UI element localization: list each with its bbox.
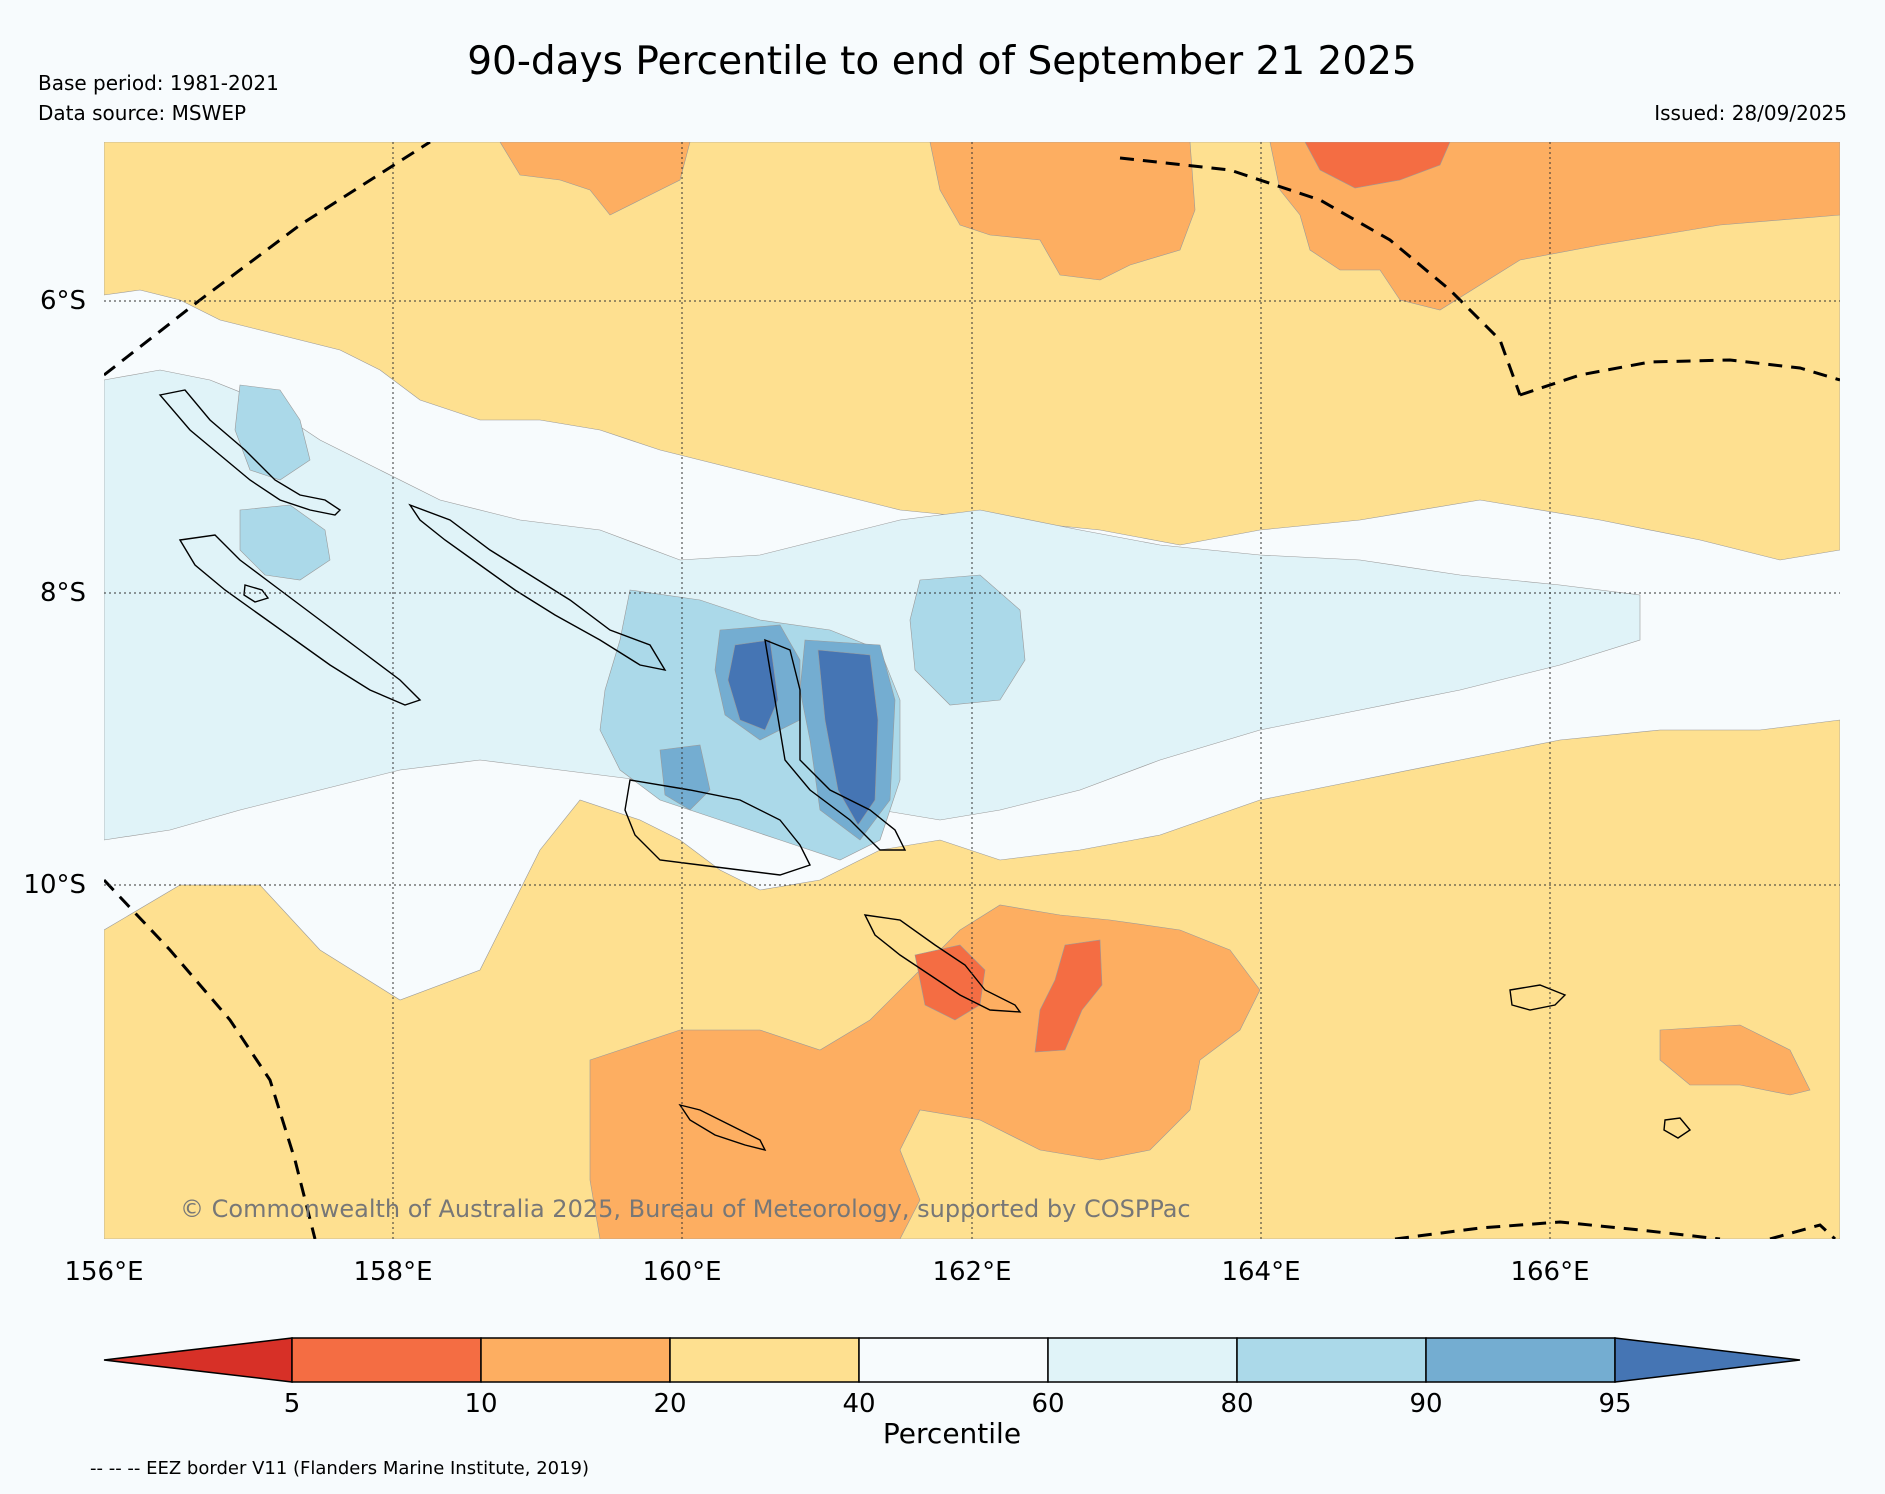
region-east-80-90: [909, 574, 1026, 706]
coastline-rennell: [678, 1103, 767, 1152]
lon-label-164e: 164°E: [1221, 1257, 1300, 1287]
data-source: Data source: MSWEP: [38, 101, 246, 125]
map-area: © Commonwealth of Australia 2025, Bureau…: [104, 142, 1840, 1239]
coastline-makira: [863, 914, 1022, 1013]
colorbar-tick-5: 5: [284, 1389, 301, 1419]
coastline-choiseul: [158, 389, 342, 516]
colorbar-segment-10-20: [480, 1337, 671, 1383]
region-south-5-10-b: [1034, 939, 1103, 1053]
colorbar-segment-80-90: [1236, 1337, 1427, 1383]
lon-label-158e: 158°E: [353, 1257, 432, 1287]
coastline-santa-cruz: [1509, 984, 1567, 1011]
colorbar-label: Percentile: [883, 1417, 1021, 1450]
region-central3-90-95: [659, 744, 711, 811]
region-north-10-20-a: [929, 142, 1196, 281]
colorbar-segment-60-80: [1047, 1337, 1238, 1383]
colorbar-tick-60: 60: [1031, 1389, 1064, 1419]
eez-north-east: [1119, 156, 1522, 396]
base-period: Base period: 1981-2021: [38, 71, 279, 95]
region-central2-gt95: [817, 649, 879, 826]
colorbar: 5 10 20 40 60 80 90 95 Percentile: [103, 1337, 1801, 1450]
colorbar-segment-40-60: [858, 1337, 1049, 1383]
issued-date: Issued: 28/09/2025: [1654, 101, 1847, 125]
region-central-gt95: [727, 639, 779, 731]
eez-south-east-2: [1769, 1223, 1837, 1239]
eez-legend-note: -- -- -- EEZ border V11 (Flanders Marine…: [90, 1458, 589, 1479]
colorbar-tick-10: 10: [464, 1389, 497, 1419]
eez-south-west: [104, 878, 317, 1239]
colorbar-segment-gt95: [1614, 1337, 1801, 1383]
colorbar-tick-20: 20: [653, 1389, 686, 1419]
lon-label-156e: 156°E: [64, 1257, 143, 1287]
region-west2-80-90: [239, 504, 331, 581]
region-north-10-20-b: [1269, 142, 1840, 311]
colorbar-tick-95: 95: [1598, 1389, 1631, 1419]
lon-label-162e: 162°E: [932, 1257, 1011, 1287]
gridlines: [104, 142, 1840, 1239]
colorbar-tick-80: 80: [1220, 1389, 1253, 1419]
colorbar-tick-90: 90: [1409, 1389, 1442, 1419]
coastline-santa-isabel: [408, 503, 667, 671]
lat-label-6s: 6°S: [40, 286, 86, 316]
region-west-80-90: [234, 384, 311, 481]
coastline-malaita: [764, 638, 907, 851]
eez-north-west: [104, 142, 431, 377]
lon-label-166e: 166°E: [1510, 1257, 1589, 1287]
coastline-guadalcanal: [624, 779, 811, 876]
eez-borders: [104, 142, 1840, 1239]
region-north-10-20-c: [499, 142, 691, 216]
colorbar-tick-40: 40: [842, 1389, 875, 1419]
region-central-60-80: [104, 369, 1641, 841]
coastline-new-georgia: [178, 534, 422, 706]
copyright-notice: © Commonwealth of Australia 2025, Bureau…: [180, 1195, 1191, 1223]
eez-east: [1519, 358, 1840, 397]
lat-label-8s: 8°S: [40, 578, 86, 608]
colorbar-segment-5-10: [291, 1337, 482, 1383]
eez-south-east: [1394, 1220, 1721, 1239]
lat-label-10s: 10°S: [23, 870, 86, 900]
lon-label-160e: 160°E: [642, 1257, 721, 1287]
colorbar-segment-20-40: [669, 1337, 860, 1383]
coastline-vanikoro: [1663, 1117, 1692, 1139]
region-se-10-20: [1659, 1024, 1811, 1096]
map-title: 90-days Percentile to end of September 2…: [467, 39, 1417, 84]
colorbar-segment-90-95: [1425, 1337, 1616, 1383]
colorbar-segment-lt5: [103, 1337, 293, 1383]
region-north-5-10: [1304, 142, 1451, 189]
coastlines: [158, 389, 1692, 1152]
